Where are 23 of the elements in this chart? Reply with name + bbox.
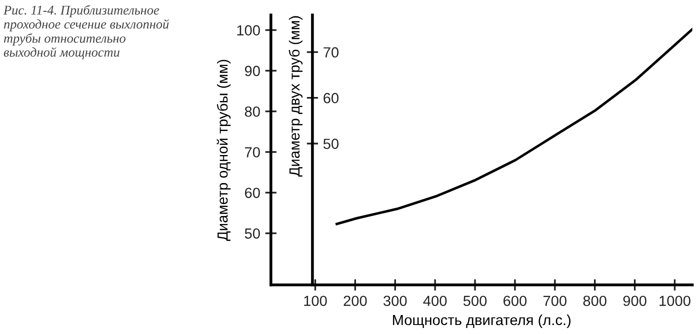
y-tick-label: 70 (245, 147, 260, 158)
x-tick-label: 600 (504, 296, 527, 306)
x-tick-label: 500 (463, 296, 487, 306)
y2-axis-title: Диаметр двух труб (мм) (288, 16, 303, 177)
x-axis-title: Мощность двигателя (л.с.) (393, 314, 570, 328)
y2-tick-label: 70 (324, 47, 339, 58)
x-tick-label: 300 (384, 296, 407, 306)
y-tick-label: 60 (245, 188, 260, 198)
x-tick-label: 900 (623, 296, 646, 306)
y-tick-label: 90 (244, 66, 260, 76)
y-tick-label: 100 (237, 25, 260, 36)
y-axis-title: Диаметр одной трубы (мм) (216, 60, 231, 241)
x-tick-label: 200 (344, 296, 367, 306)
x-tick-label: 700 (543, 296, 566, 306)
x-tick-label: 100 (304, 296, 327, 306)
y2-tick-label: 60 (324, 92, 339, 104)
x-tick-label: 800 (583, 296, 606, 306)
y2-tick-label: 50 (323, 138, 339, 149)
x-tick-label: 400 (423, 296, 447, 306)
x-tick-label: 1000 (660, 296, 690, 306)
text: Рис. 11-4. Приблизительное проходное сечение выхлопной трубы относительно выходной мощности (3, 5, 169, 60)
y-tick-label: 50 (244, 228, 260, 239)
y-tick-label: 80 (244, 106, 260, 117)
